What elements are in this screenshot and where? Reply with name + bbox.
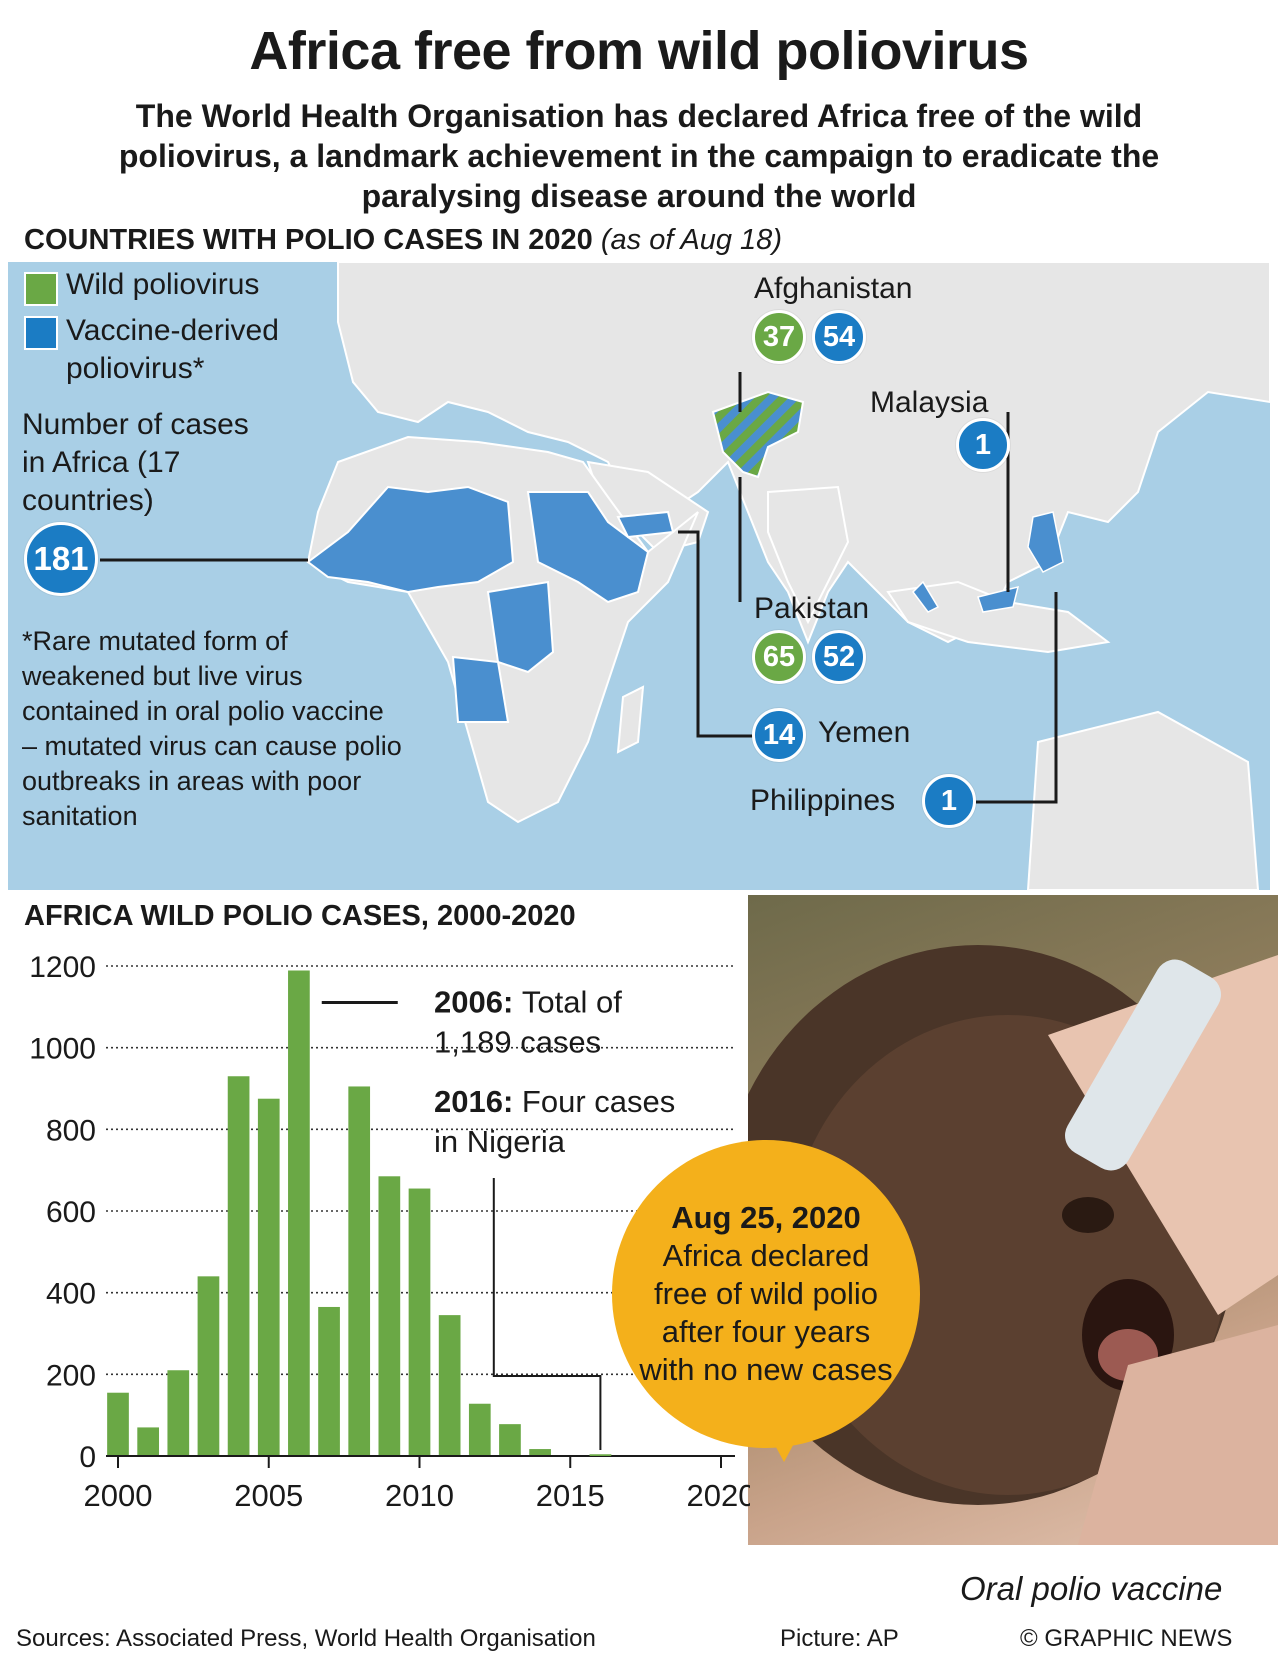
x-tick-label: 2015 (536, 1478, 605, 1513)
bar-2016 (589, 1454, 612, 1456)
y-tick-label: 400 (46, 1278, 96, 1311)
y-tick-label: 600 (46, 1196, 96, 1229)
map-graphic (100, 262, 1270, 890)
callout-date: Aug 25, 2020 (671, 1200, 861, 1235)
annotation-2006-text: 2006: Total of (434, 984, 622, 1019)
afghanistan-vaccine-badge: 54 (812, 310, 866, 364)
philippines-vaccine-badge: 1 (922, 774, 976, 828)
africa-affected-central (486, 580, 555, 674)
bar (167, 1370, 190, 1456)
africa-cases-badge: 181 (24, 522, 98, 596)
bar (468, 1403, 491, 1456)
malaysia-affected (912, 580, 1020, 613)
bar (408, 1188, 431, 1456)
vaccine-footnote: *Rare mutated form of weakened but live … (22, 626, 402, 831)
photo-caption: Oral polio vaccine (960, 1570, 1223, 1607)
page-title: Africa free from wild poliovirus (249, 21, 1029, 81)
y-tick-label: 200 (46, 1359, 96, 1392)
country-name-malaysia: Malaysia (870, 386, 989, 419)
declaration-callout: Aug 25, 2020 Africa declared free of wil… (612, 1140, 920, 1448)
y-tick-label: 800 (46, 1114, 96, 1147)
bar (378, 1176, 401, 1456)
yemen-affected (616, 510, 675, 539)
bar (438, 1315, 461, 1456)
world-map: Wild poliovirus Vaccine-derived poliovir… (8, 262, 1270, 890)
chart-title: Africa Wild Polio Cases, 2000-2020 (24, 900, 576, 932)
x-tick-label: 2000 (84, 1478, 153, 1513)
callout-text: Africa declared free of wild polio after… (639, 1238, 893, 1387)
graphic-news-credit: © GRAPHIC NEWS (1020, 1625, 1233, 1652)
afghanistan-wild-badge: 37 (752, 310, 806, 364)
map-heading-note: (as of Aug 18) (600, 224, 782, 256)
annotation-2016-text: 2016: Four cases (434, 1084, 675, 1119)
y-tick-label: 1200 (29, 951, 96, 984)
picture-credit: Picture: AP (780, 1625, 899, 1652)
sources: Sources: Associated Press, World Health … (16, 1625, 596, 1652)
philippines-affected (1027, 511, 1064, 573)
country-name-philippines: Philippines (750, 784, 896, 817)
pakistan-wild-badge: 65 (752, 630, 806, 684)
bar (288, 970, 310, 1456)
australia-land (1026, 710, 1260, 890)
legend-swatch-wild (24, 272, 58, 306)
philippines-connector (976, 592, 1058, 804)
bar-chart: 0 200 400 600 800 1000 1200 2000 2005 2010 2015 202… (29, 951, 750, 1513)
map-heading-text: Countries with polio cases in 2020 (24, 224, 593, 256)
country-name-pakistan: Pakistan (754, 592, 870, 625)
legend-label-vaccine: Vaccine-derived poliovirus* (66, 314, 279, 385)
y-tick-label: 0 (79, 1441, 96, 1474)
africa-affected-angola (451, 655, 510, 723)
yemen-vaccine-badge: 14 (752, 708, 806, 762)
annotation-2016-line (492, 1178, 602, 1450)
callout-tail (770, 1436, 798, 1462)
bar (257, 1098, 280, 1456)
legend-swatch-vaccine (24, 316, 58, 350)
x-tick-label: 2010 (385, 1478, 454, 1513)
yemen-connector (678, 530, 753, 738)
x-tick-label: 2020 (687, 1478, 750, 1513)
country-name-yemen: Yemen (818, 716, 911, 749)
bar (137, 1427, 160, 1456)
africa-affected-east (526, 491, 650, 604)
bar (107, 1392, 129, 1456)
bar (197, 1276, 220, 1456)
bar (348, 1086, 371, 1456)
pakistan-vaccine-badge: 52 (812, 630, 866, 684)
x-tick-label: 2005 (234, 1478, 303, 1513)
afghanistan-pakistan (711, 390, 805, 479)
africa-cases-label: Number of cases in Africa (17 countries) (22, 408, 249, 517)
malaysia-vaccine-badge: 1 (956, 418, 1010, 472)
legend-label-wild: Wild poliovirus (66, 268, 260, 301)
bar (529, 1449, 551, 1456)
bar (318, 1306, 340, 1456)
country-name-afghanistan: Afghanistan (754, 272, 913, 305)
annotation-2016-text-line2: in Nigeria (434, 1124, 566, 1159)
bar (499, 1424, 521, 1456)
y-tick-label: 1000 (29, 1033, 96, 1066)
madagascar-land (616, 685, 645, 754)
page-subtitle: The World Health Organisation has declar… (118, 98, 1160, 214)
annotation-2006-text-line2: 1,189 cases (434, 1024, 601, 1059)
india-land (767, 485, 850, 625)
bar (227, 1076, 250, 1456)
africa-affected-west (306, 485, 515, 594)
map-heading: Countries with polio cases in 2020 (as o… (24, 224, 782, 257)
sea-islands (886, 580, 1111, 654)
